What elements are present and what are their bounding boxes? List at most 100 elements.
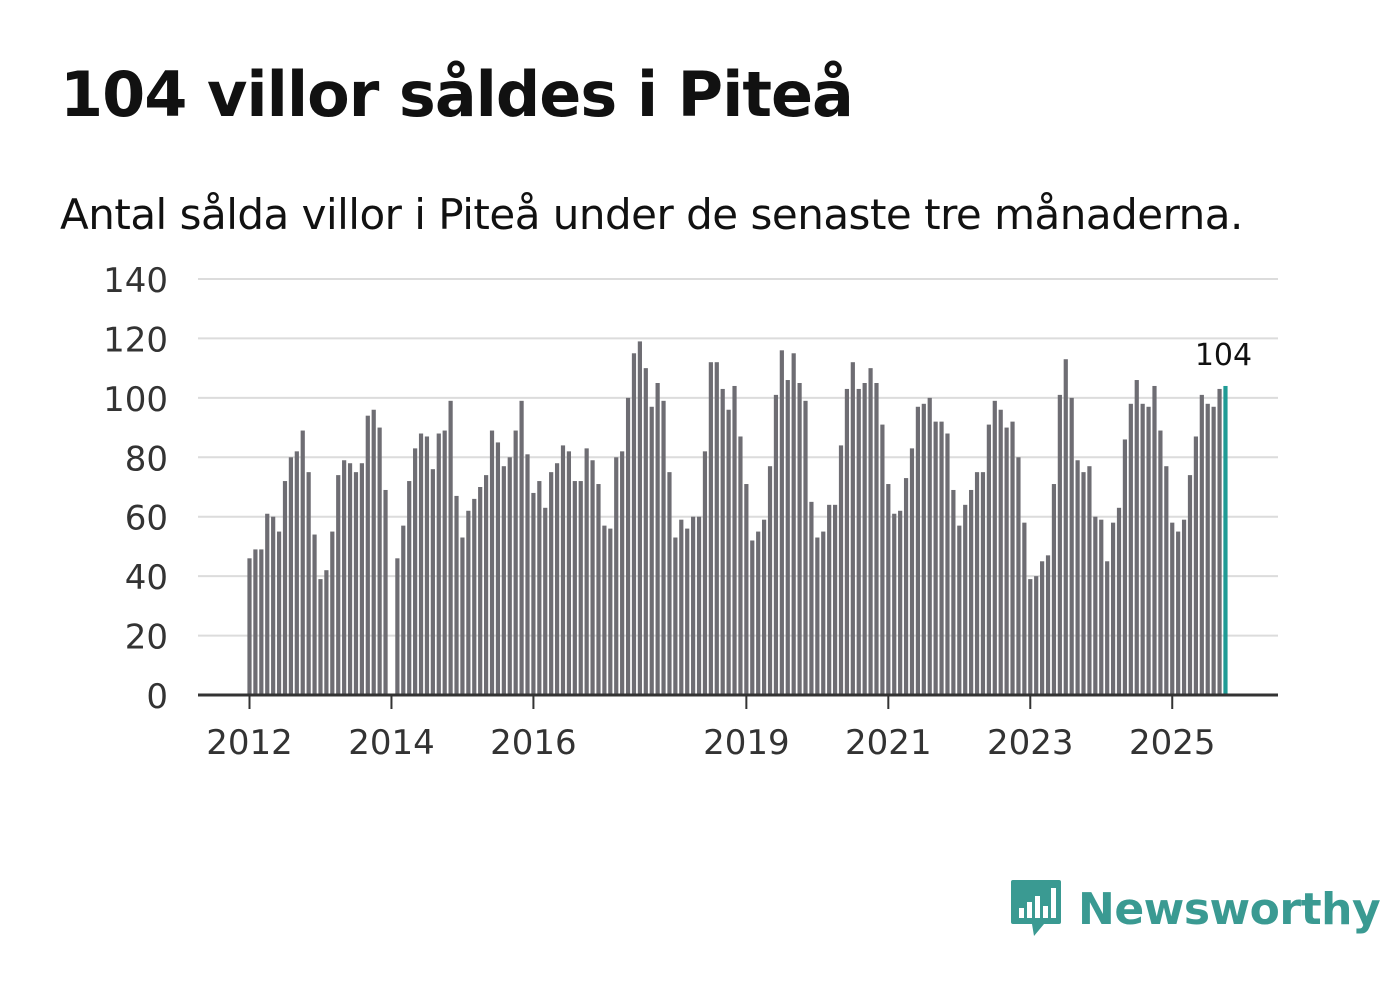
bar <box>880 424 885 695</box>
bar <box>306 472 311 695</box>
bar <box>525 454 530 695</box>
x-tick-label: 2019 <box>703 723 790 763</box>
bar <box>732 385 737 695</box>
bar <box>288 457 294 695</box>
bar-chart-speech-bubble-icon <box>1011 880 1061 936</box>
bar <box>371 409 376 695</box>
bar <box>1034 576 1039 695</box>
bar <box>253 549 258 695</box>
bar <box>1134 380 1139 695</box>
bar <box>898 510 903 695</box>
bar <box>625 397 631 695</box>
bar <box>1069 397 1074 695</box>
bar <box>691 516 696 695</box>
axes: 0 20 40 60 80 100 120 140 104 2012 2014 2016 2019 202… <box>103 261 1278 763</box>
bar <box>933 421 938 695</box>
bar <box>844 388 850 695</box>
bar <box>608 528 613 695</box>
bar <box>915 406 920 695</box>
bar <box>549 472 554 695</box>
bar <box>827 504 832 695</box>
bar <box>868 368 873 695</box>
bar <box>1093 516 1098 695</box>
bar <box>1099 519 1104 695</box>
bar <box>998 409 1003 695</box>
bar <box>478 487 483 695</box>
bar <box>377 427 382 695</box>
bar <box>1063 359 1068 695</box>
bar <box>365 415 370 695</box>
x-tick-label: 2025 <box>1129 723 1216 763</box>
bar <box>815 537 820 695</box>
bar <box>1181 519 1187 695</box>
bar <box>430 469 435 695</box>
bar <box>294 451 299 695</box>
bar <box>756 531 761 695</box>
bar <box>1057 394 1062 695</box>
bar <box>679 519 684 695</box>
bar <box>785 380 790 695</box>
chart-title: 104 villor såldes i Piteå <box>60 58 854 131</box>
bar <box>1199 394 1204 695</box>
bar <box>832 504 838 695</box>
bar <box>1116 507 1122 695</box>
bar <box>495 442 501 695</box>
bar <box>791 353 796 695</box>
bar <box>856 388 861 695</box>
bar <box>276 531 282 695</box>
x-tick-label: 2014 <box>348 723 435 763</box>
bar <box>383 489 388 695</box>
bar <box>466 510 471 695</box>
bar <box>507 457 512 695</box>
bar <box>454 495 459 695</box>
bar <box>1105 561 1110 695</box>
bar <box>661 400 666 695</box>
y-tick-label: 140 <box>103 261 168 301</box>
bar <box>762 519 767 695</box>
bar <box>359 463 364 695</box>
bar <box>667 472 672 695</box>
bar <box>874 383 879 695</box>
bar <box>779 350 784 695</box>
bar <box>1193 436 1198 695</box>
bar <box>489 430 495 695</box>
bar <box>862 383 867 695</box>
bar <box>436 433 441 695</box>
y-tick-label: 20 <box>125 618 168 658</box>
bar <box>1010 421 1015 695</box>
bar <box>1004 427 1009 695</box>
bar <box>1187 475 1193 695</box>
bar <box>886 484 891 695</box>
bar <box>1205 403 1210 695</box>
bar <box>685 528 690 695</box>
bar <box>1211 406 1216 695</box>
bar <box>738 436 743 695</box>
bar <box>1217 388 1222 695</box>
bar <box>342 460 347 695</box>
bar <box>892 513 897 695</box>
bar <box>1170 522 1175 695</box>
bar <box>1028 579 1033 695</box>
bar <box>265 513 270 695</box>
bar <box>1122 439 1128 695</box>
bar <box>809 501 814 695</box>
bar <box>921 403 926 695</box>
y-tick-label: 0 <box>146 677 168 717</box>
brand-name: Newsworthy <box>1078 883 1381 935</box>
bar <box>395 558 400 695</box>
bar <box>424 436 430 695</box>
bar <box>1152 385 1157 695</box>
bar <box>986 424 991 695</box>
bar <box>1158 430 1163 695</box>
bar <box>945 433 950 695</box>
bar <box>519 400 524 695</box>
y-tick-label: 120 <box>103 320 168 360</box>
bar <box>696 516 702 695</box>
bar <box>767 466 773 695</box>
bar <box>1176 531 1181 695</box>
bar <box>838 445 844 695</box>
bar <box>614 457 619 695</box>
bar <box>484 475 489 695</box>
x-tick-label: 2016 <box>490 723 577 763</box>
